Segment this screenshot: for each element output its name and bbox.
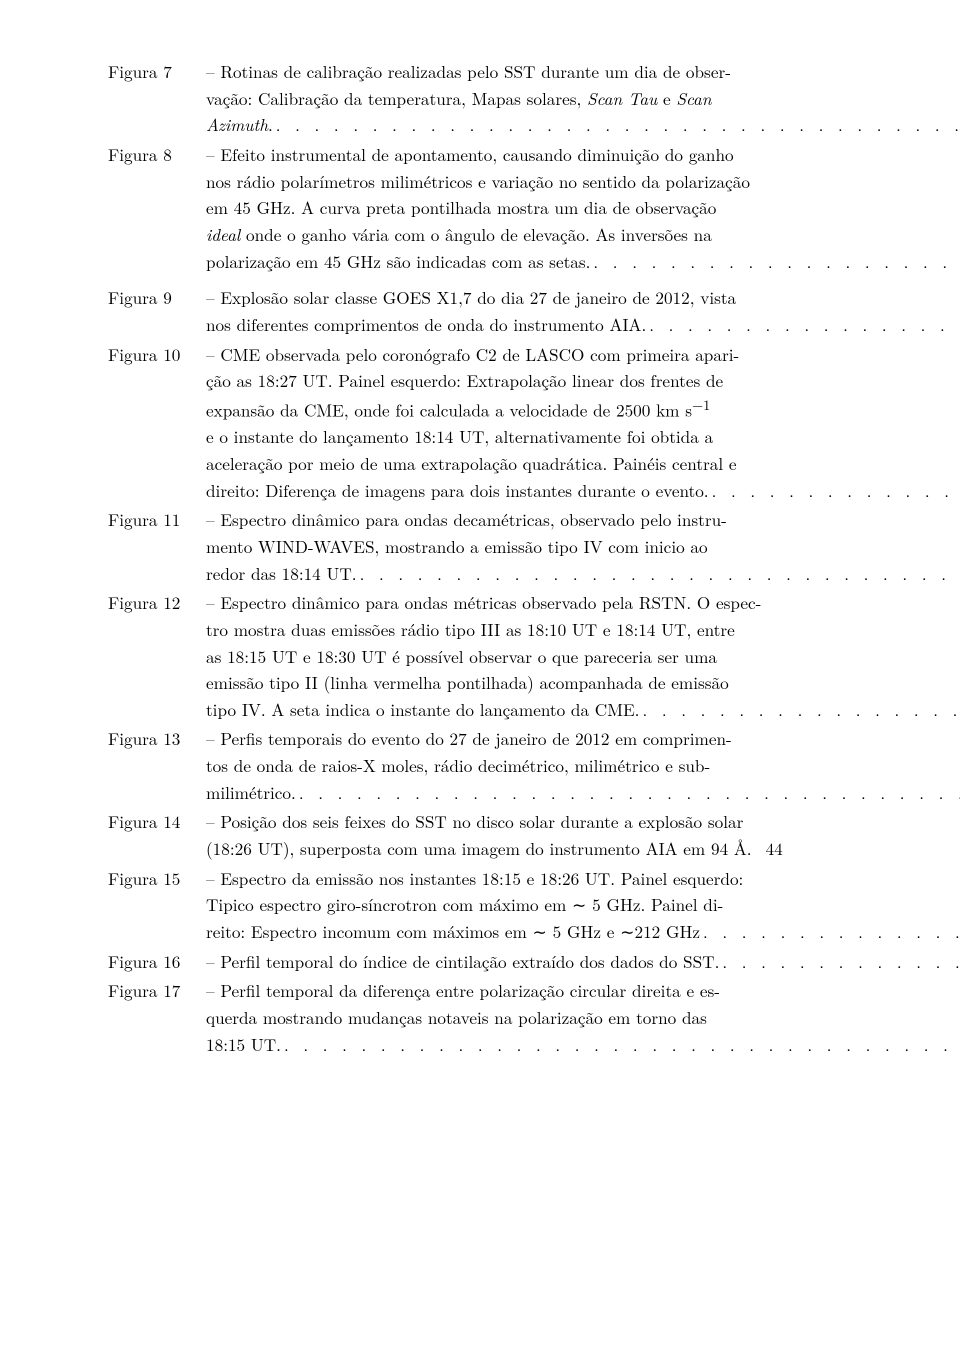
figure-label: Figura 8 xyxy=(108,141,206,274)
entry-text-line: expansão da CME, onde foi calculada a ve… xyxy=(206,394,960,423)
entry-text-line: aceleração por meio de uma extrapolação … xyxy=(206,450,960,477)
list-of-figures: Figura 7– Rotinas de calibração realizad… xyxy=(0,0,960,1119)
entry-text-last: nos diferentes comprimentos de onda do i… xyxy=(206,311,646,338)
entry-text-line: nos rádio polarímetros milimétricos e va… xyxy=(206,168,960,195)
entry-text-last: polarização em 45 GHz são indicadas com … xyxy=(206,248,590,275)
entry-text-last: tipo IV. A seta indica o instante do lan… xyxy=(206,696,639,723)
entry-text-line: tro mostra duas emissões rádio tipo III … xyxy=(206,616,960,643)
entry-text-last: redor das 18:14 UT. xyxy=(206,560,357,587)
leader-dots xyxy=(590,248,960,274)
entry-text-line: tos de onda de raios-X moles, rádio deci… xyxy=(206,752,960,779)
figure-entry: Figura 7– Rotinas de calibração realizad… xyxy=(108,58,880,138)
figure-entry: Figura 15– Espectro da emissão nos insta… xyxy=(108,865,880,945)
figure-entry: Figura 8– Efeito instrumental de apontam… xyxy=(108,141,880,274)
page-number: 44 xyxy=(760,835,783,862)
figure-label: Figura 10 xyxy=(108,341,206,504)
entry-text: – Perfil temporal do índice de cintilaçã… xyxy=(206,948,719,975)
figure-label: Figura 11 xyxy=(108,506,206,586)
entry-text-line: e o instante do lançamento 18:14 UT, alt… xyxy=(206,423,960,450)
entry-text-line: mento WIND-WAVES, mostrando a emissão ti… xyxy=(206,533,960,560)
leader-dots xyxy=(281,1031,960,1057)
entry-text-line: querda mostrando mudanças notaveis na po… xyxy=(206,1004,960,1031)
leader-dots xyxy=(700,918,960,944)
figure-label: Figura 15 xyxy=(108,865,206,945)
entry-text-line: – Explosão solar classe GOES X1,7 do dia… xyxy=(206,284,960,311)
figure-label: Figura 12 xyxy=(108,589,206,722)
entry-text-line: vação: Calibração da temperatura, Mapas … xyxy=(206,85,960,112)
figure-description: – Efeito instrumental de apontamento, ca… xyxy=(206,141,960,274)
entry-text-line: – Efeito instrumental de apontamento, ca… xyxy=(206,141,960,168)
leader-dots xyxy=(357,560,960,586)
figure-label: Figura 16 xyxy=(108,948,206,975)
figure-entry: Figura 9– Explosão solar classe GOES X1,… xyxy=(108,284,880,337)
entry-text-last: direito: Diferença de imagens para dois … xyxy=(206,477,709,504)
leader-dots xyxy=(639,696,960,722)
figure-description: – CME observada pelo coronógrafo C2 de L… xyxy=(206,341,960,504)
figure-description: – Perfil temporal da diferença entre pol… xyxy=(206,977,960,1057)
figure-description: – Espectro da emissão nos instantes 18:1… xyxy=(206,865,960,945)
entry-text-line: – Espectro dinâmico para ondas decamétri… xyxy=(206,506,960,533)
entry-text-line: ideal onde o ganho vária com o ângulo de… xyxy=(206,221,960,248)
leader-dots xyxy=(273,111,960,137)
entry-text-line: – Perfil temporal da diferença entre pol… xyxy=(206,977,960,1004)
entry-text-last: reito: Espectro incomum com máximos em ∼… xyxy=(206,918,700,945)
entry-text-line: – Perfis temporais do evento do 27 de ja… xyxy=(206,725,960,752)
entry-text-last: milimétrico. xyxy=(206,779,296,806)
entry-text-last: Azimuth. xyxy=(206,111,273,138)
entry-text-line: ção as 18:27 UT. Painel esquerdo: Extrap… xyxy=(206,367,960,394)
entry-text-line: emissão tipo II (linha vermelha pontilha… xyxy=(206,669,960,696)
figure-entry: Figura 12– Espectro dinâmico para ondas … xyxy=(108,589,880,722)
leader-dots xyxy=(646,311,960,337)
entry-text-line: – CME observada pelo coronógrafo C2 de L… xyxy=(206,341,960,368)
leader-dots xyxy=(709,477,960,503)
leader-dots xyxy=(296,779,960,805)
entry-text-line: Tipico espectro giro-síncrotron com máxi… xyxy=(206,891,960,918)
figure-description: – Explosão solar classe GOES X1,7 do dia… xyxy=(206,284,960,337)
figure-description: – Perfis temporais do evento do 27 de ja… xyxy=(206,725,960,805)
figure-description: – Espectro dinâmico para ondas decamétri… xyxy=(206,506,960,586)
figure-label: Figura 9 xyxy=(108,284,206,337)
entry-text-line: – Rotinas de calibração realizadas pelo … xyxy=(206,58,960,85)
figure-entry: Figura 14– Posição dos seis feixes do SS… xyxy=(108,808,880,861)
entry-text-line: – Espectro dinâmico para ondas métricas … xyxy=(206,589,960,616)
figure-description: – Perfil temporal do índice de cintilaçã… xyxy=(206,948,960,975)
figure-entry: Figura 13– Perfis temporais do evento do… xyxy=(108,725,880,805)
figure-label: Figura 13 xyxy=(108,725,206,805)
entry-text-line: as 18:15 UT e 18:30 UT é possível observ… xyxy=(206,643,960,670)
figure-entry: Figura 16– Perfil temporal do índice de … xyxy=(108,948,880,975)
figure-label: Figura 14 xyxy=(108,808,206,861)
entry-text-line: – Posição dos seis feixes do SST no disc… xyxy=(206,808,880,835)
figure-description: – Espectro dinâmico para ondas métricas … xyxy=(206,589,960,722)
figure-entry: Figura 17– Perfil temporal da diferença … xyxy=(108,977,880,1057)
entry-text-last: 18:15 UT. xyxy=(206,1031,281,1058)
entry-text-last: (18:26 UT), superposta com uma imagem do… xyxy=(206,835,752,862)
figure-entry: Figura 11– Espectro dinâmico para ondas … xyxy=(108,506,880,586)
figure-entry: Figura 10– CME observada pelo coronógraf… xyxy=(108,341,880,504)
leader-dots xyxy=(719,948,960,974)
figure-label: Figura 7 xyxy=(108,58,206,138)
figure-description: – Rotinas de calibração realizadas pelo … xyxy=(206,58,960,138)
figure-label: Figura 17 xyxy=(108,977,206,1057)
entry-text-line: em 45 GHz. A curva preta pontilhada most… xyxy=(206,194,960,221)
figure-description: – Posição dos seis feixes do SST no disc… xyxy=(206,808,880,861)
entry-text-line: – Espectro da emissão nos instantes 18:1… xyxy=(206,865,960,892)
